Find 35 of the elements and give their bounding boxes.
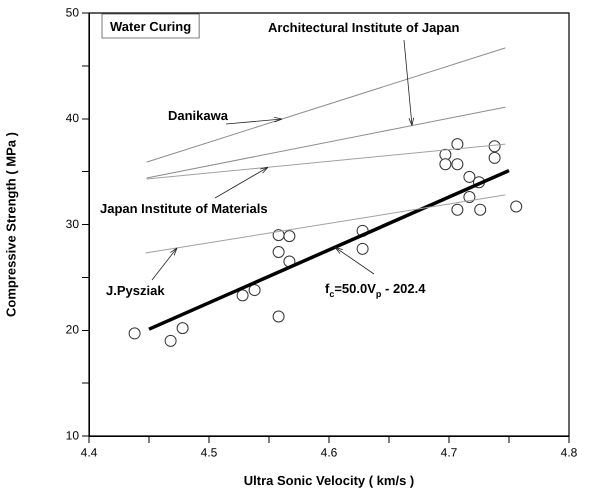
x-tick-label: 4.7 [440,446,458,460]
point [451,158,464,170]
point [474,204,486,216]
y-tick-label: 50 [66,5,80,20]
point [272,246,285,258]
point [164,334,177,347]
point [463,191,476,204]
point [272,310,285,323]
x-tick-label: 4.6 [320,446,338,460]
point [451,138,464,150]
point [176,322,189,334]
x-tick-label: 4.8 [560,446,578,460]
point [283,230,296,242]
point [439,158,452,170]
point [510,200,522,213]
series-label: Danikawa [168,108,229,123]
x-tick-label: 4.5 [200,446,218,460]
point [356,242,369,255]
point [488,152,501,164]
point [451,204,464,216]
x-axis-title: Ultra Sonic Velocity ( km/s ) [244,472,414,488]
text: J.Pysziak [106,283,166,298]
y-tick-label: 40 [66,111,80,126]
point [128,327,141,340]
point [248,284,261,296]
y-tick-label: 30 [66,216,80,231]
x-tick-label: 4.4 [80,446,98,460]
y-tick-label: 10 [66,428,80,442]
point [463,170,476,183]
y-tick-label: 20 [66,322,80,337]
text: Water Curing [110,19,192,34]
text: Japan Institute of Materials [100,201,268,216]
text: Architectural Institute of Japan [268,20,460,35]
y-axis-title: Compressive Strength ( MPa ) [3,132,18,317]
point [236,289,249,302]
